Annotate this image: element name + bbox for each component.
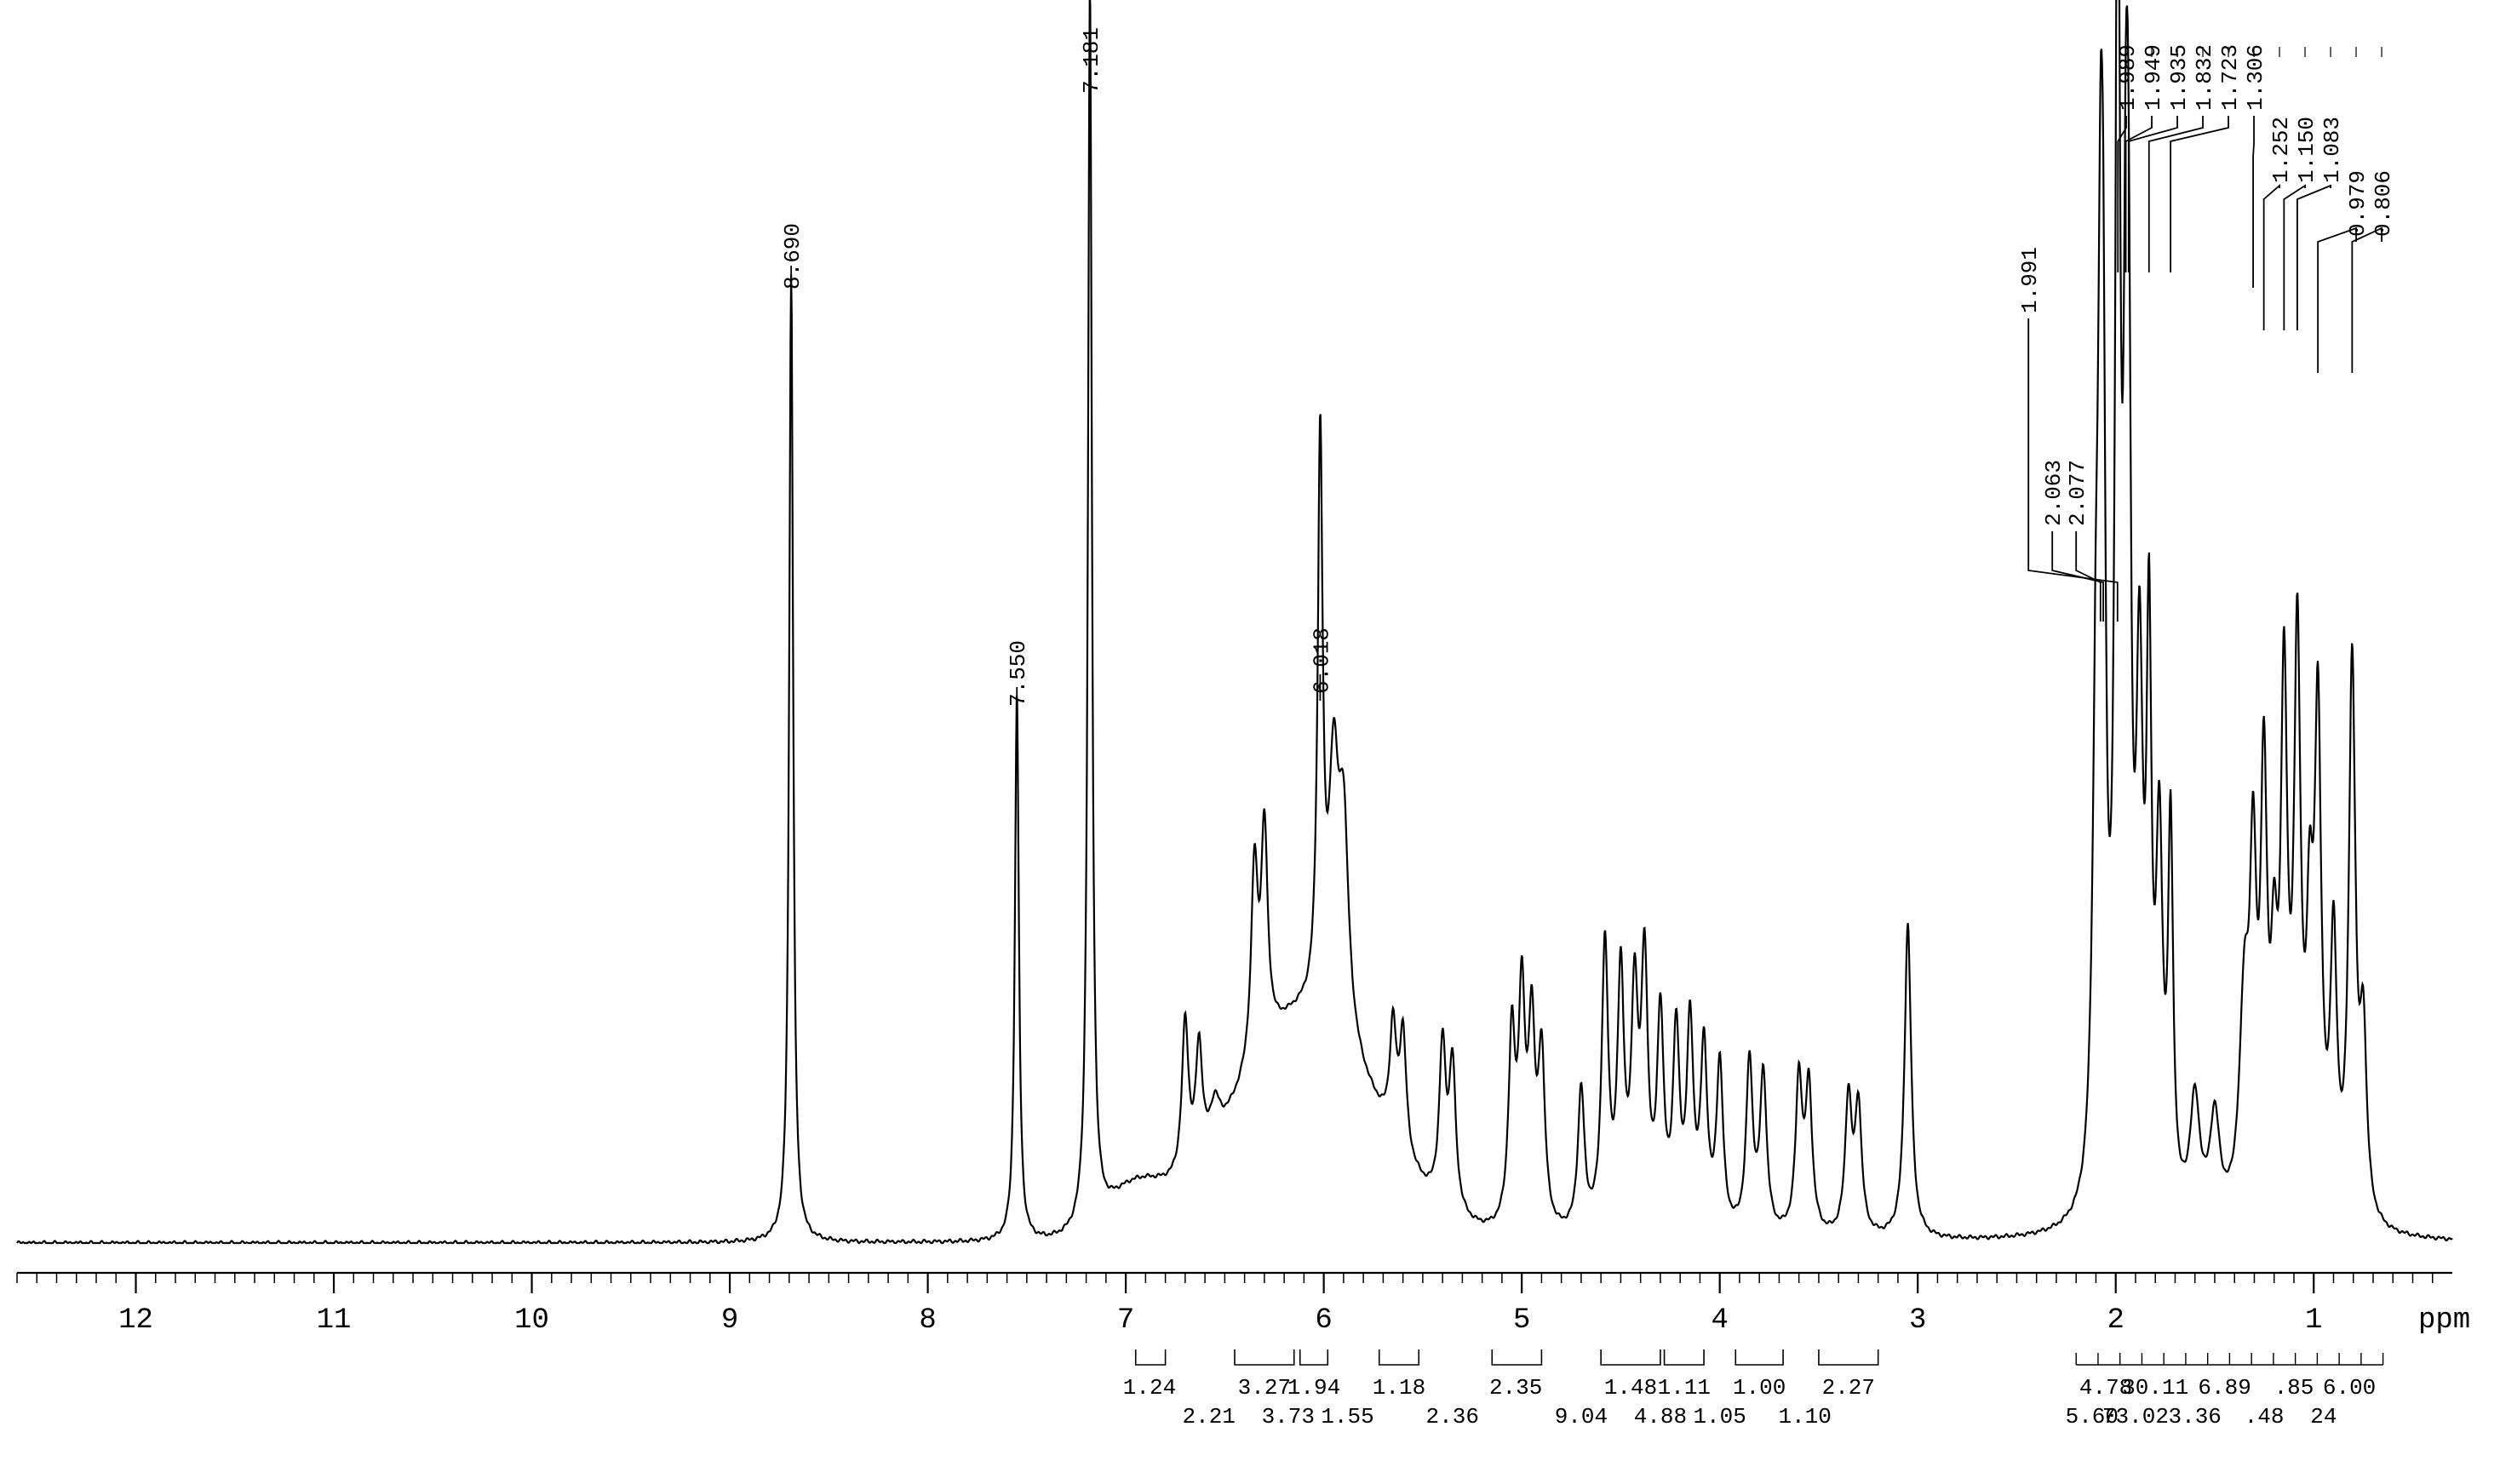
- svg-text:6: 6: [1315, 1304, 1332, 1337]
- svg-text:7.181: 7.181: [1079, 27, 1104, 94]
- svg-text:1.935: 1.935: [2166, 44, 2192, 111]
- svg-text:2.063: 2.063: [2041, 460, 2067, 526]
- svg-text:5: 5: [1513, 1304, 1530, 1337]
- svg-text:1.150: 1.150: [2294, 117, 2319, 183]
- svg-text:1.00: 1.00: [1733, 1375, 1786, 1401]
- svg-text:8: 8: [919, 1304, 936, 1337]
- nmr-spectrum-chart: 12 11 10 9 8 7 6 5 4 3 2 1 ppm 8.690 7.550 7.181 6.018 2.…: [0, 0, 2500, 1484]
- svg-text:7: 7: [1117, 1304, 1134, 1337]
- svg-text:3.73: 3.73: [1262, 1404, 1315, 1430]
- svg-text:1.949: 1.949: [2141, 44, 2166, 111]
- svg-text:1.11: 1.11: [1658, 1375, 1711, 1401]
- svg-text:3: 3: [1909, 1304, 1926, 1337]
- svg-text:1.10: 1.10: [1778, 1404, 1831, 1430]
- svg-text:2.077: 2.077: [2065, 460, 2090, 526]
- svg-text:2.36: 2.36: [1426, 1404, 1479, 1430]
- svg-text:8.690: 8.690: [780, 223, 806, 289]
- svg-text:3.36: 3.36: [2169, 1404, 2222, 1430]
- svg-text:9: 9: [721, 1304, 738, 1337]
- svg-text:1.832: 1.832: [2192, 44, 2217, 111]
- svg-text:11: 11: [317, 1304, 352, 1337]
- svg-text:30.11: 30.11: [2122, 1375, 2188, 1401]
- svg-text:1.723: 1.723: [2217, 44, 2243, 111]
- svg-text:73.02: 73.02: [2102, 1404, 2169, 1430]
- svg-text:1.24: 1.24: [1123, 1375, 1176, 1401]
- svg-text:1.991: 1.991: [2017, 247, 2043, 313]
- svg-text:1.94: 1.94: [1287, 1375, 1340, 1401]
- svg-text:6.89: 6.89: [2198, 1375, 2251, 1401]
- svg-text:3.27: 3.27: [1238, 1375, 1291, 1401]
- svg-text:4.88: 4.88: [1634, 1404, 1687, 1430]
- svg-text:24: 24: [2310, 1404, 2337, 1430]
- svg-text:4: 4: [1711, 1304, 1728, 1337]
- svg-text:0.806: 0.806: [2371, 170, 2396, 237]
- svg-text:6.018: 6.018: [1309, 627, 1334, 694]
- svg-text:1.55: 1.55: [1321, 1404, 1373, 1430]
- svg-text:2.27: 2.27: [1822, 1375, 1875, 1401]
- svg-text:1: 1: [2305, 1304, 2322, 1337]
- svg-text:1.306: 1.306: [2243, 44, 2268, 111]
- svg-text:2: 2: [2107, 1304, 2124, 1337]
- svg-text:2.35: 2.35: [1489, 1375, 1542, 1401]
- svg-text:.85: .85: [2274, 1375, 2314, 1401]
- svg-text:9.04: 9.04: [1555, 1404, 1608, 1430]
- svg-text:1.083: 1.083: [2319, 117, 2345, 183]
- svg-text:1.18: 1.18: [1373, 1375, 1425, 1401]
- svg-text:7.550: 7.550: [1006, 640, 1031, 707]
- svg-text:10: 10: [514, 1304, 549, 1337]
- svg-text:0.979: 0.979: [2345, 170, 2371, 237]
- svg-text:1.989: 1.989: [2115, 44, 2141, 111]
- svg-text:2.21: 2.21: [1183, 1404, 1236, 1430]
- svg-text:12: 12: [118, 1304, 153, 1337]
- svg-text:ppm: ppm: [2418, 1304, 2470, 1337]
- svg-text:1.252: 1.252: [2268, 117, 2294, 183]
- svg-text:1.05: 1.05: [1693, 1404, 1746, 1430]
- svg-text:.48: .48: [2245, 1404, 2285, 1430]
- svg-text:6.00: 6.00: [2323, 1375, 2376, 1401]
- svg-text:1.48: 1.48: [1604, 1375, 1657, 1401]
